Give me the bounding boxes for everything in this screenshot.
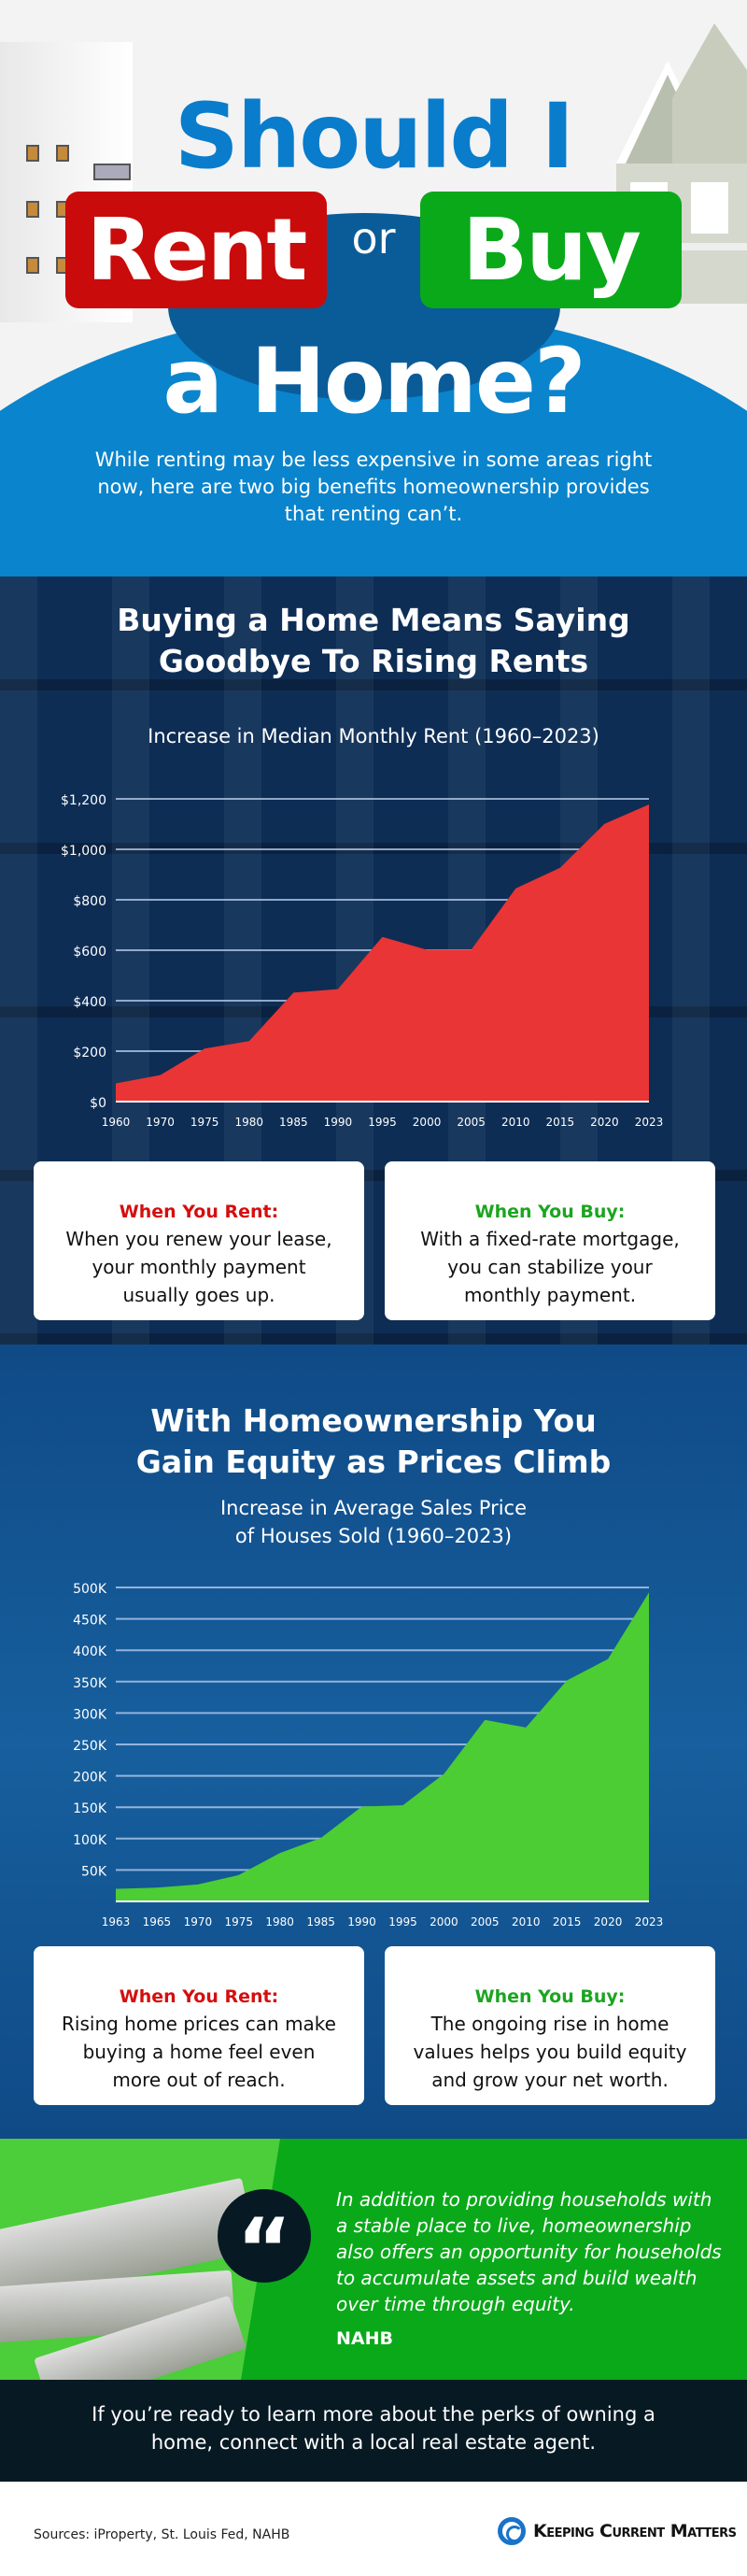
rent-chart: $0 $200 $400 $600 $800 $1,000 $1,200 1960 1970 19… (61, 793, 664, 1129)
y-tick-label: 350K (73, 1676, 107, 1691)
card-body: When you renew your lease, your monthly … (65, 1228, 332, 1306)
y-tick-label: 250K (73, 1739, 107, 1754)
x-tick-label: 1960 (102, 1116, 131, 1129)
rent-card: When You Rent: Rising home prices can ma… (34, 1946, 364, 2105)
y-tick-label: 450K (73, 1614, 107, 1629)
card-body: With a fixed-rate mortgage, you can stab… (420, 1228, 680, 1306)
x-tick-label: 1980 (265, 1915, 294, 1928)
x-tick-label: 1963 (102, 1915, 131, 1928)
sources-text: Sources: iProperty, St. Louis Fed, NAHB (34, 2527, 290, 2542)
rent-card: When You Rent: When you renew your lease… (34, 1161, 364, 1320)
y-tick-label: 500K (73, 1582, 107, 1597)
card-heading: When You Buy: (474, 1202, 626, 1222)
x-tick-label: 1990 (324, 1116, 353, 1129)
card-body: The ongoing rise in home values helps yo… (413, 2013, 687, 2091)
hero-section: Should I Rent or Buy a Home? While renti… (0, 0, 747, 576)
x-tick-label: 1980 (234, 1116, 263, 1129)
quote-mark-icon: “ (218, 2189, 311, 2298)
cta-section: If you’re ready to learn more about the … (0, 2380, 747, 2482)
x-tick-label: 1985 (306, 1915, 335, 1928)
x-tick-label: 1970 (184, 1915, 213, 1928)
y-tick-label: $1,000 (61, 844, 106, 859)
x-tick-label: 2005 (457, 1116, 486, 1129)
x-tick-label: 2020 (594, 1915, 623, 1928)
price-chart: 50K 100K 150K 200K 250K 300K 350K 400K 450K 500K 1… (73, 1582, 664, 1928)
x-tick-label: 1970 (146, 1116, 175, 1129)
section-title-line-1: With Homeownership You (150, 1402, 597, 1439)
y-tick-label: 150K (73, 1801, 107, 1816)
x-tick-label: 2010 (512, 1915, 541, 1928)
chart-title: Increase in Median Monthly Rent (1960–20… (148, 725, 599, 747)
x-tick-label: 1965 (143, 1915, 172, 1928)
x-tick-label: 2010 (501, 1116, 530, 1129)
title-line-3: a Home? (162, 329, 585, 434)
buy-badge: Buy (420, 192, 682, 308)
x-tick-label: 1990 (347, 1915, 376, 1928)
section-title-line-1: Buying a Home Means Saying (117, 602, 630, 638)
section-title-line-2: Goodbye To Rising Rents (158, 643, 589, 679)
card-heading: When You Rent: (119, 1202, 279, 1222)
y-tick-label: 200K (73, 1771, 107, 1786)
card-body: Rising home prices can make buying a hom… (62, 2013, 336, 2091)
x-tick-label: 2015 (546, 1116, 575, 1129)
x-tick-label: 1985 (279, 1116, 308, 1129)
quote-source: NAHB (336, 2328, 393, 2349)
x-tick-label: 1995 (368, 1116, 397, 1129)
quote-text: In addition to providing households with… (336, 2188, 722, 2315)
x-tick-label: 2023 (635, 1915, 664, 1928)
area-series (116, 1592, 649, 1901)
area-series (116, 804, 649, 1102)
y-tick-label: 300K (73, 1707, 107, 1722)
y-tick-label: $200 (73, 1046, 106, 1060)
card-heading: When You Buy: (474, 1986, 626, 2007)
x-tick-label: 2000 (413, 1116, 442, 1129)
y-tick-label: $400 (73, 995, 106, 1010)
intro-text: While renting may be less expensive in s… (94, 448, 653, 525)
x-tick-label: 1975 (190, 1116, 219, 1129)
x-tick-label: 2000 (430, 1915, 458, 1928)
y-tick-label: 100K (73, 1833, 107, 1848)
x-tick-label: 2005 (471, 1915, 500, 1928)
brand-logo: Keeping Current Matters (498, 2517, 737, 2545)
x-tick-label: 2023 (635, 1116, 664, 1129)
x-tick-label: 2020 (590, 1116, 619, 1129)
y-tick-label: 400K (73, 1644, 107, 1659)
x-tick-label: 2015 (553, 1915, 582, 1928)
y-tick-label: $0 (90, 1096, 106, 1111)
y-tick-label: 50K (81, 1864, 107, 1879)
y-tick-label: $1,200 (61, 793, 106, 808)
chart-title-line-2: of Houses Sold (1960–2023) (234, 1525, 513, 1547)
swirl-logo-icon (498, 2517, 526, 2545)
card-heading: When You Rent: (119, 1986, 279, 2007)
chart-title-line-1: Increase in Average Sales Price (219, 1497, 528, 1519)
buy-card: When You Buy: The ongoing rise in home v… (385, 1946, 715, 2105)
x-tick-label: 1975 (224, 1915, 253, 1928)
x-tick-label: 1995 (388, 1915, 417, 1928)
y-tick-label: $800 (73, 894, 106, 909)
rent-badge: Rent (65, 192, 327, 308)
y-tick-label: $600 (73, 945, 106, 960)
title-line-1: Should I (174, 84, 575, 189)
brand-name: Keeping Current Matters (533, 2521, 737, 2541)
section-title-line-2: Gain Equity as Prices Climb (135, 1444, 612, 1480)
or-text: or (351, 213, 396, 263)
buy-card: When You Buy: With a fixed-rate mortgage… (385, 1161, 715, 1320)
cta-text: If you’re ready to learn more about the … (92, 2403, 655, 2454)
equity-section: With Homeownership You Gain Equity as Pr… (0, 1345, 747, 2139)
rent-section: Buying a Home Means Saying Goodbye To Ri… (0, 576, 747, 1345)
